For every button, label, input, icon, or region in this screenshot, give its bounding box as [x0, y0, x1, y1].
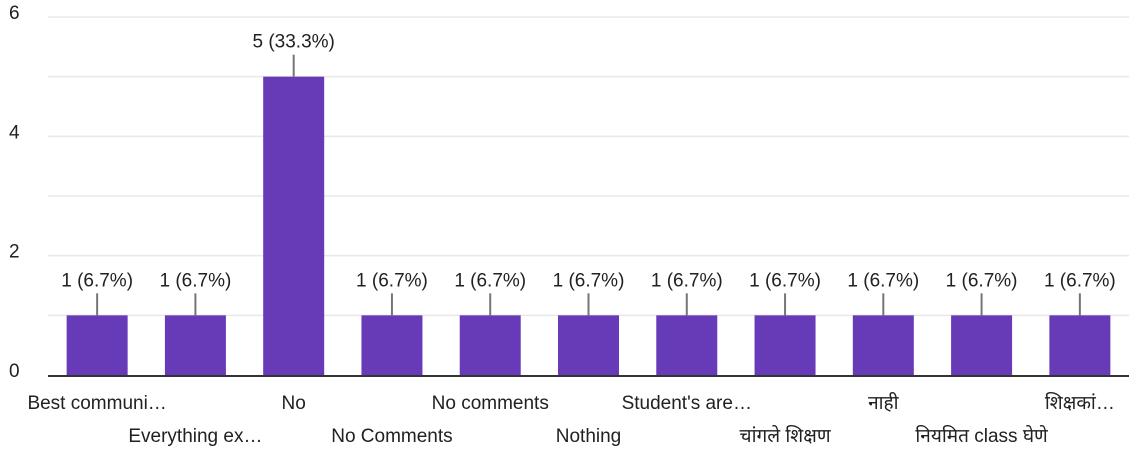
data-label: 1 (6.7%) [847, 270, 919, 291]
bar[interactable] [459, 315, 521, 375]
bars [66, 76, 1111, 376]
data-label: 1 (6.7%) [749, 270, 821, 291]
data-label: 1 (6.7%) [160, 270, 232, 291]
bar[interactable] [361, 315, 423, 375]
bar[interactable] [66, 315, 128, 375]
data-label: 1 (6.7%) [651, 270, 723, 291]
x-category-label: Everything ex… [128, 426, 262, 447]
x-category-label: No Comments [331, 426, 452, 447]
data-label-leaders [96, 54, 1081, 316]
x-category-label: Student's are… [622, 393, 752, 414]
bar[interactable] [951, 315, 1013, 375]
bar[interactable] [754, 315, 816, 375]
data-label: 1 (6.7%) [946, 270, 1018, 291]
x-category-label: No comments [432, 393, 549, 414]
y-tick-label: 6 [9, 3, 20, 24]
y-axis-ticks: 0 2 4 6 [9, 3, 20, 382]
bar[interactable] [656, 315, 718, 375]
gridlines [48, 16, 1129, 317]
x-category-label: चांगले शिक्षण [740, 424, 831, 447]
x-category-label: Nothing [556, 426, 622, 447]
x-category-label: नियमित class घेणे [915, 424, 1048, 447]
data-label: 5 (33.3%) [252, 32, 334, 53]
data-label: 1 (6.7%) [356, 270, 428, 291]
bar[interactable] [558, 315, 619, 375]
data-label: 1 (6.7%) [454, 270, 526, 291]
x-category-label: नाही [868, 391, 900, 414]
y-tick-label: 0 [9, 361, 20, 382]
x-axis-category-labels: Best communi… Everything ex… No No Comments… [27, 391, 1114, 447]
bar[interactable] [164, 315, 226, 375]
bar[interactable] [263, 76, 325, 376]
x-category-label: Best communi… [27, 393, 166, 414]
bar[interactable] [1049, 315, 1111, 375]
data-label: 1 (6.7%) [1044, 270, 1116, 291]
data-label: 1 (6.7%) [61, 270, 133, 291]
x-category-label: No [282, 393, 306, 414]
data-label: 1 (6.7%) [553, 270, 625, 291]
y-tick-label: 4 [9, 122, 20, 143]
data-labels: 1 (6.7%) 1 (6.7%) 5 (33.3%) 1 (6.7%) 1 (6.7%… [61, 32, 1116, 292]
y-tick-label: 2 [9, 242, 20, 263]
bar[interactable] [852, 315, 914, 375]
x-category-label: शिक्षकां… [1045, 391, 1115, 414]
